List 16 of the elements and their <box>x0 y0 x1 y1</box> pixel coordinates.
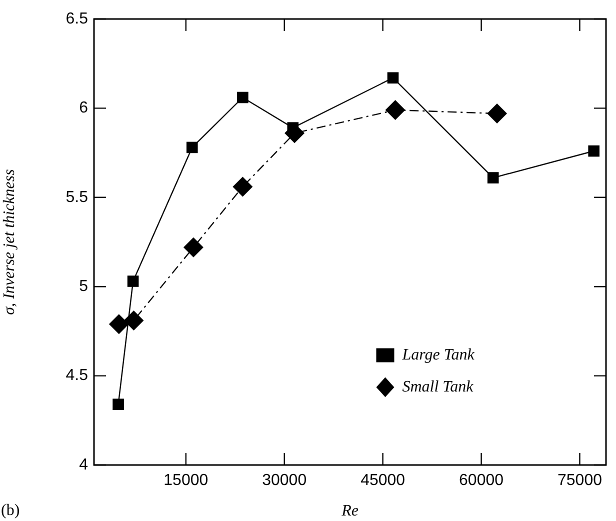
x-tick-label: 15000 <box>164 472 208 490</box>
x-tick-label: 45000 <box>360 472 406 490</box>
x-tick-label: 75000 <box>557 472 602 490</box>
y-tick-label: 6 <box>79 100 88 117</box>
y-axis-title: σ, Inverse jet thickness <box>0 169 18 315</box>
x-tick-label: 60000 <box>459 472 504 490</box>
legend-label: Large Tank <box>401 346 476 364</box>
y-tick-label: 4.5 <box>66 367 88 384</box>
y-tick-label: 5.5 <box>66 188 88 206</box>
x-tick-label: 30000 <box>262 472 307 490</box>
legend-label: Small Tank <box>402 378 474 396</box>
y-tick-label: 4 <box>79 456 88 474</box>
y-tick-label: 5 <box>79 278 88 296</box>
text: (b) <box>1 502 20 520</box>
x-axis-title: Re <box>340 502 358 520</box>
y-tick-label: 6.5 <box>66 10 88 28</box>
